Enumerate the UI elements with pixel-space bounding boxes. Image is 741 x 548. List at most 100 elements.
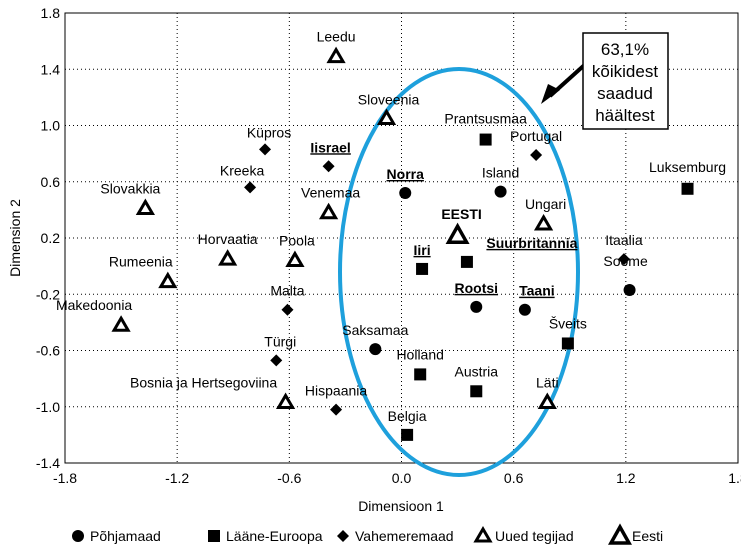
point-label-island: Island — [482, 165, 519, 181]
point-label-iiri: Iiri — [414, 242, 431, 258]
point-label-luksemburg: Luksemburg — [649, 159, 726, 175]
y-tick-label: 1.4 — [41, 61, 61, 77]
point-bosnia-ja-hertsegoviina — [275, 392, 296, 410]
plot-area-frame — [64, 12, 739, 464]
y-tick-label: -1.4 — [36, 455, 60, 471]
annotation-callout: 63,1% kõikidest saadud häältest — [541, 32, 669, 130]
point-taani — [518, 303, 531, 316]
point-label-slovakkia: Slovakkia — [100, 180, 160, 196]
x-tick-label: 1.8 — [728, 470, 741, 486]
point-label-horvaatia: Horvaatia — [198, 231, 258, 247]
point-label-prantsusmaa: Prantsusmaa — [444, 111, 527, 127]
point-label-portugal: Portugal — [510, 128, 562, 144]
point-label-austria: Austria — [454, 363, 498, 379]
tick-labels: -1.8 -1.2 -0.6 0.0 0.6 1.2 1.8 1.8 1.4 1.0 0.6 0.2 -… — [36, 5, 741, 486]
legend-marker-eesti — [608, 523, 632, 545]
legend-label-pohjamaad: Põhjamaad — [90, 528, 161, 544]
annotation-line-2: kõikidest — [592, 62, 658, 81]
point-norra — [399, 187, 412, 199]
y-tick-label: 0.6 — [41, 174, 61, 190]
y-tick-label: 1.8 — [41, 5, 61, 21]
legend-label-eesti: Eesti — [632, 528, 663, 544]
point-label-belgia: Belgia — [388, 408, 427, 424]
point-label-venemaa: Venemaa — [301, 185, 360, 201]
point-luksemburg — [681, 182, 694, 195]
data-points: NorraIslandRootsiTaaniSoomeSaksamaaPrant… — [56, 29, 726, 441]
point-eesti — [445, 222, 470, 244]
point-suurbritannia — [460, 255, 473, 268]
point-kreeka — [244, 181, 257, 194]
point-label-iisrael: Iisrael — [310, 139, 350, 155]
point-label-hispaania: Hispaania — [305, 383, 367, 399]
point-poola — [285, 250, 305, 267]
point-rumeenia — [158, 271, 178, 289]
point-saksamaa — [369, 343, 382, 356]
y-tick-label: -0.6 — [36, 343, 60, 359]
legend-marker-pohjamaad — [72, 530, 84, 542]
point-leedu — [326, 46, 346, 64]
annotation-arrowhead — [541, 84, 560, 104]
point-label-leedu: Leedu — [317, 29, 356, 45]
x-tick-label: 0.6 — [504, 470, 524, 486]
point-soome — [623, 284, 636, 297]
point-label-norra: Norra — [387, 166, 425, 182]
annotation-line-3: saadud — [597, 84, 653, 103]
legend-marker-vahemeremaad — [337, 530, 349, 542]
y-tick-label: -1.0 — [36, 399, 60, 415]
legend-marker-uued-tegijad — [473, 526, 493, 543]
point-itaalia — [617, 253, 630, 266]
legend: Põhjamaad Lääne-Euroopa Vahemeremaad Uued t… — [72, 523, 663, 545]
point-turgi — [270, 354, 283, 367]
y-axis-label: Dimension 2 — [7, 199, 23, 277]
y-tick-label: -0.2 — [36, 286, 60, 302]
x-axis-label: Dimensioon 1 — [358, 498, 444, 514]
point-label-poola: Poola — [279, 233, 315, 249]
point-lati — [537, 392, 557, 410]
point-label-sveits: Šveits — [549, 315, 587, 331]
point-label-bosnia-ja-hertsegoviina: Bosnia ja Hertsegoviina — [130, 375, 277, 391]
legend-marker-laane-euroopa — [208, 530, 220, 542]
legend-label-vahemeremaad: Vahemeremaad — [355, 528, 454, 544]
point-label-rootsi: Rootsi — [454, 280, 498, 296]
point-label-taani: Taani — [519, 283, 555, 299]
point-label-makedoonia: Makedoonia — [56, 297, 132, 313]
annotation-line-4: häältest — [595, 106, 655, 125]
point-label-kreeka: Kreeka — [220, 162, 265, 178]
point-portugal — [530, 149, 543, 162]
point-venemaa — [318, 202, 339, 220]
point-label-rumeenia: Rumeenia — [109, 254, 173, 270]
point-label-eesti: EESTI — [441, 206, 481, 222]
point-iiri — [416, 262, 429, 275]
point-austria — [470, 385, 483, 398]
point-belgia — [401, 428, 414, 441]
point-holland — [414, 368, 427, 381]
point-malta — [281, 303, 294, 316]
point-makedoonia — [111, 315, 131, 332]
legend-label-uued-tegijad: Uued tegijad — [495, 528, 574, 544]
point-island — [494, 185, 507, 198]
x-tick-label: 0.0 — [392, 470, 412, 486]
point-prantsusmaa — [479, 133, 492, 146]
point-slovakkia — [135, 198, 155, 215]
point-label-ungari: Ungari — [525, 196, 566, 212]
point-kupros — [259, 143, 272, 156]
point-sveits — [561, 337, 574, 350]
point-ungari — [533, 213, 554, 231]
x-tick-label: 1.2 — [616, 470, 636, 486]
x-tick-label: -0.6 — [277, 470, 301, 486]
point-hispaania — [330, 403, 343, 416]
x-tick-label: -1.2 — [165, 470, 189, 486]
annotation-line-1: 63,1% — [601, 40, 649, 59]
legend-label-laane-euroopa: Lääne-Euroopa — [226, 528, 323, 544]
point-label-saksamaa: Saksamaa — [342, 322, 408, 338]
point-label-holland: Holland — [396, 346, 443, 362]
point-sloveenia — [376, 108, 397, 125]
point-label-kupros: Küpros — [247, 124, 291, 140]
y-tick-label: 1.0 — [41, 118, 61, 134]
highlight-ellipse — [338, 67, 580, 477]
point-label-suurbritannia: Suurbritannia — [486, 235, 577, 251]
point-label-itaalia: Itaalia — [605, 232, 643, 248]
point-iisrael — [322, 160, 335, 173]
point-horvaatia — [218, 249, 238, 266]
